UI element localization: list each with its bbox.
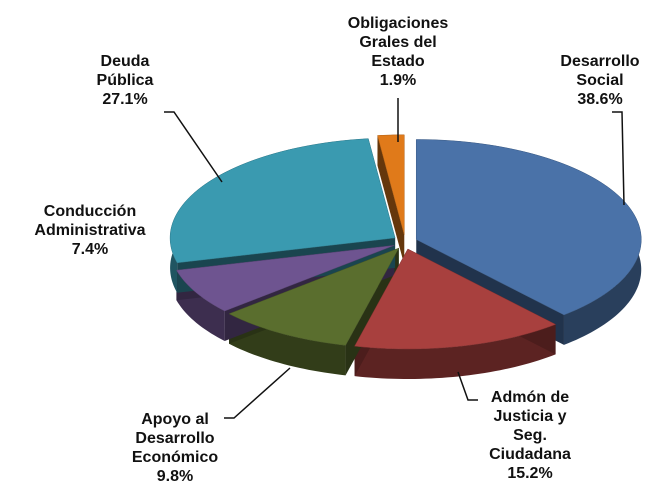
slice-label: Deuda Pública 27.1%: [96, 53, 154, 108]
slice: [415, 139, 642, 316]
slice: [228, 247, 400, 346]
slice: [169, 138, 396, 264]
slice-side: [354, 324, 556, 379]
slices: [169, 134, 642, 379]
slice-label: Admón de Justicia y Seg. Ciudadana 15.2%: [489, 389, 571, 482]
leader-line: [457, 371, 478, 401]
slice-label: Desarrollo Social 38.6%: [560, 53, 640, 108]
slice-label: Conducción Administrativa 7.4%: [34, 203, 146, 258]
slice: [354, 248, 557, 350]
leader-line: [164, 111, 223, 183]
leader-line: [612, 111, 625, 206]
slice: [176, 245, 395, 312]
leader-line: [224, 367, 291, 419]
leader-lines: [164, 98, 625, 419]
slice-label: Obligaciones Grales del Estado 1.9%: [347, 15, 449, 89]
slice-edge: [377, 135, 405, 265]
slice-label: Apoyo al Desarrollo Económico 9.8%: [131, 411, 219, 485]
slice: [377, 134, 405, 235]
